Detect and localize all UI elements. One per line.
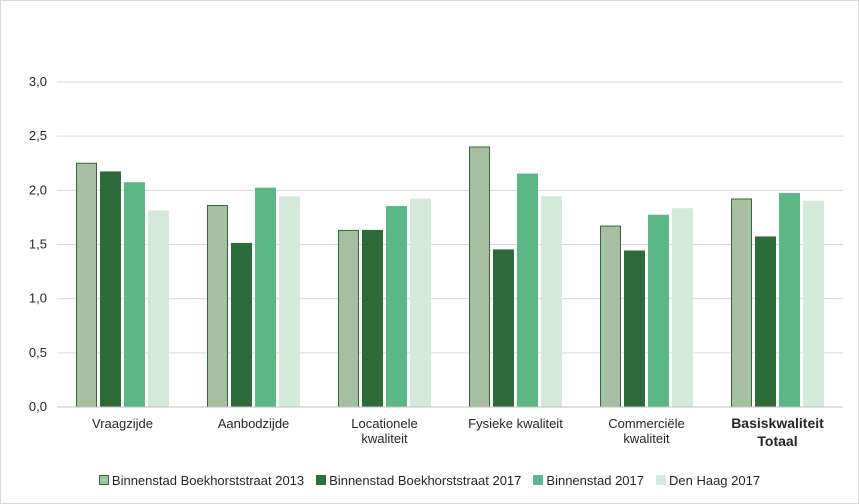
x-category-label: Fysieke kwaliteit bbox=[468, 416, 563, 431]
legend-swatch bbox=[656, 475, 666, 485]
legend-swatch bbox=[98, 475, 109, 485]
x-axis-categories: Vraagzijde Aanbodzijde Locationele kwalitei… bbox=[92, 415, 824, 449]
legend-item: Den Haag 2017 bbox=[656, 473, 760, 488]
y-tick-label: 2,0 bbox=[29, 182, 47, 197]
bar-series-1-cat-2 bbox=[207, 205, 228, 408]
x-category-label: Locationele kwaliteit bbox=[351, 416, 418, 446]
legend-swatch bbox=[533, 475, 544, 485]
y-axis-ticks: 0,0 0,5 1,0 1,5 2,0 2,5 3,0 bbox=[29, 74, 47, 414]
legend-label: Den Haag 2017 bbox=[669, 472, 761, 488]
bar-series-2-cat-6 bbox=[755, 236, 776, 408]
legend-item: Binnenstad Boekhorststraat 2017 bbox=[316, 473, 521, 488]
bar-chart: 0,0 0,5 1,0 1,5 2,0 2,5 3,0 Vraagzijde Aanbodzi… bbox=[29, 74, 843, 449]
x-category-label: Vraagzijde bbox=[92, 416, 153, 431]
bar-series-3-cat-1 bbox=[124, 182, 145, 408]
y-tick-label: 1,0 bbox=[29, 291, 47, 306]
legend-label: Binnenstad Boekhorststraat 2013 bbox=[111, 472, 305, 488]
y-tick-label: 2,5 bbox=[29, 128, 47, 143]
bar-series-1-cat-1 bbox=[76, 162, 97, 408]
bar-series-4-cat-6 bbox=[803, 200, 824, 408]
bar-series-2-cat-3 bbox=[362, 229, 383, 408]
legend: Binnenstad Boekhorststraat 2013 Binnensta… bbox=[0, 468, 859, 492]
bar-series-4-cat-1 bbox=[148, 210, 169, 408]
bar-series-1-cat-6 bbox=[731, 198, 752, 408]
bar-series-3-cat-6 bbox=[779, 193, 800, 408]
y-tick-label: 0,5 bbox=[29, 345, 47, 360]
legend-item: Binnenstad 2017 bbox=[533, 473, 644, 488]
bar-series-3-cat-5 bbox=[648, 214, 669, 408]
y-tick-label: 0,0 bbox=[29, 399, 47, 414]
x-category-label: Aanbodzijde bbox=[218, 416, 290, 431]
gridlines bbox=[57, 81, 843, 354]
legend-label: Binnenstad Boekhorststraat 2017 bbox=[329, 472, 522, 488]
bar-series-2-cat-5 bbox=[624, 250, 645, 408]
bar-series-1-cat-5 bbox=[600, 225, 621, 408]
bar-series-2-cat-1 bbox=[100, 171, 121, 408]
bar-series-4-cat-2 bbox=[279, 196, 300, 408]
bar-series-1-cat-4 bbox=[469, 146, 490, 408]
bar-series-4-cat-4 bbox=[541, 196, 562, 408]
bar-series-2-cat-2 bbox=[231, 242, 252, 408]
y-tick-label: 1,5 bbox=[29, 237, 47, 252]
legend-item: Binnenstad Boekhorststraat 2013 bbox=[98, 472, 305, 488]
legend-label: Binnenstad 2017 bbox=[546, 472, 644, 488]
x-category-label: Commerciële kwaliteit bbox=[608, 416, 685, 446]
bar-series-3-cat-3 bbox=[386, 206, 407, 408]
bar-series-3-cat-4 bbox=[517, 173, 538, 408]
bar-series-1-cat-3 bbox=[338, 229, 359, 408]
bar-series-4-cat-3 bbox=[410, 198, 431, 408]
bar-series-3-cat-2 bbox=[255, 187, 276, 408]
y-tick-label: 3,0 bbox=[29, 74, 47, 89]
bar-series-2-cat-4 bbox=[493, 249, 514, 408]
x-category-label: Basiskwaliteit Totaal bbox=[731, 415, 824, 449]
legend-swatch bbox=[316, 475, 327, 485]
bars bbox=[76, 146, 824, 408]
bar-series-4-cat-5 bbox=[672, 208, 693, 408]
